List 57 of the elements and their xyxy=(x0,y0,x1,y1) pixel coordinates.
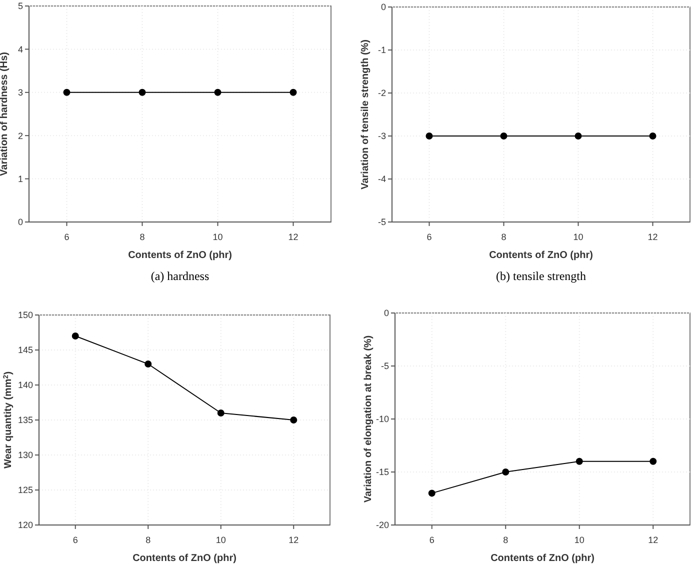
y-tick-label: 145 xyxy=(18,345,33,356)
x-axis-title: Contents of ZnO (phr) xyxy=(489,250,593,261)
text: (a) hardness xyxy=(150,269,210,283)
y-tick-label: 4 xyxy=(18,44,23,54)
point xyxy=(650,458,657,465)
y-tick-label: 0 xyxy=(18,217,23,228)
y-tick-label: -5 xyxy=(378,217,386,228)
y-tick-label: -4 xyxy=(378,174,386,184)
point xyxy=(72,332,79,340)
x-tick-label: 10 xyxy=(216,535,226,545)
y-tick-label: 5 xyxy=(18,1,23,12)
y-tick-label: 130 xyxy=(18,450,33,460)
point xyxy=(290,416,298,424)
y-tick-label: -3 xyxy=(378,131,386,142)
x-tick-label: 8 xyxy=(140,232,145,242)
x-tick-label: 6 xyxy=(429,535,434,545)
x-tick-label: 6 xyxy=(426,232,432,242)
y-tick-label: 120 xyxy=(18,520,33,530)
y-tick-label: 2 xyxy=(18,130,23,141)
y-tick-label: 150 xyxy=(18,310,33,320)
x-tick-label: 8 xyxy=(503,535,508,545)
y-tick-label: -20 xyxy=(376,520,389,530)
x-tick-label: 6 xyxy=(64,232,70,242)
x-tick-label: 10 xyxy=(574,535,584,545)
y-tick-label: -10 xyxy=(376,414,389,424)
y-tick-label: 3 xyxy=(18,88,23,98)
y-tick-label: 140 xyxy=(18,380,33,390)
y-tick-label: 0 xyxy=(384,308,389,318)
x-tick-label: 6 xyxy=(72,535,78,545)
x-tick-label: 12 xyxy=(648,535,658,545)
y-tick-label: -2 xyxy=(378,88,386,98)
point xyxy=(217,410,224,416)
text: (b) tensile strength xyxy=(496,269,586,283)
x-tick-label: 12 xyxy=(648,232,658,242)
point xyxy=(144,360,152,368)
y-tick-label: 135 xyxy=(18,415,33,426)
x-tick-label: 10 xyxy=(573,232,584,242)
x-tick-label: 8 xyxy=(501,232,506,242)
x-axis-title: Contents of ZnO (phr) xyxy=(128,250,232,261)
point xyxy=(502,468,510,476)
y-tick-label: -15 xyxy=(376,467,389,478)
x-tick-label: 12 xyxy=(288,232,298,242)
y-tick-label: 1 xyxy=(18,174,23,184)
x-tick-label: 12 xyxy=(288,535,299,545)
point xyxy=(428,490,436,497)
y-axis-title: Variation of elongation at break (%) xyxy=(363,335,374,503)
y-tick-label: -5 xyxy=(380,361,389,372)
y-tick-label: 125 xyxy=(18,485,33,496)
y-tick-label: -1 xyxy=(378,45,386,56)
y-axis-title: Variation of hardness (Hs) xyxy=(0,52,10,176)
y-axis-title: Variation of tensile strength (%) xyxy=(360,39,371,190)
x-axis-title: Contents of ZnO (phr) xyxy=(490,553,594,564)
x-tick-label: 10 xyxy=(212,232,223,242)
x-tick-label: 8 xyxy=(146,535,151,545)
point xyxy=(576,458,583,465)
y-tick-label: 0 xyxy=(380,2,386,12)
x-axis-title: Contents of ZnO (phr) xyxy=(132,553,236,564)
